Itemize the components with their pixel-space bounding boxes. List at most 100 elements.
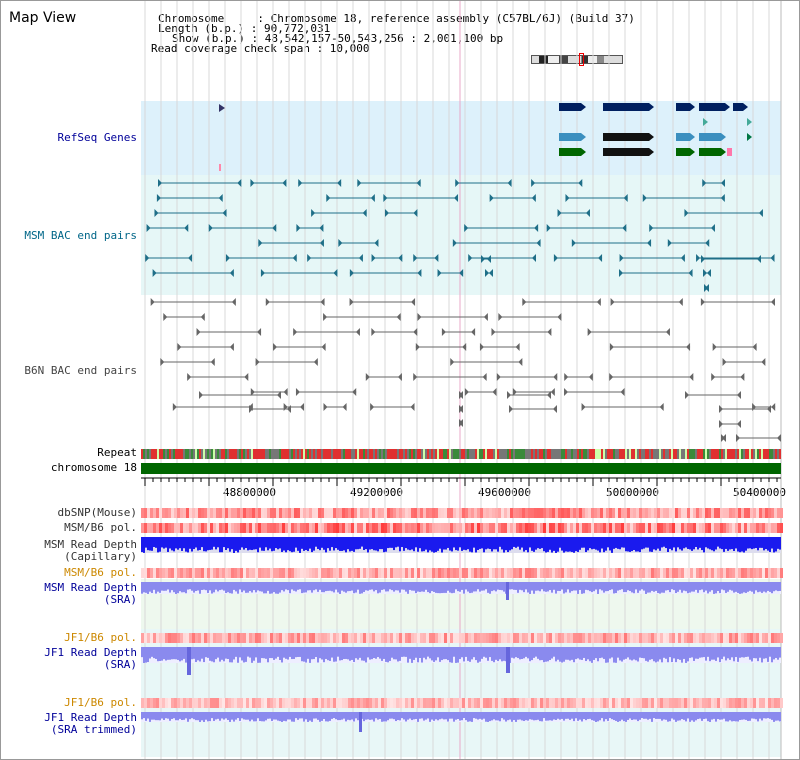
heat-cell (141, 508, 144, 518)
heat-cell (585, 523, 588, 533)
heat-cell (525, 633, 528, 643)
depth-bar (577, 712, 579, 721)
depth-bar (705, 712, 707, 719)
heat-cell (600, 633, 603, 643)
heat-cell (753, 508, 756, 518)
depth-bar (605, 712, 607, 720)
repeat-cell (695, 449, 697, 459)
track-label-msm-b6-pol[interactable]: MSM/B6 pol. (64, 521, 137, 534)
heat-cell (567, 568, 570, 578)
heat-cell (429, 508, 432, 518)
track-label-chromosome[interactable]: chromosome 18 (50, 461, 137, 474)
heat-cell (663, 633, 666, 643)
heat-cell (513, 523, 516, 533)
depth-bar (299, 647, 301, 657)
heat-cell (252, 523, 255, 533)
track-label-msm-depth-cap[interactable]: MSM Read Depth (Capillary) (1, 539, 137, 563)
repeat-cell (377, 449, 379, 459)
gene-arrow (747, 118, 752, 126)
heat-cell (348, 698, 351, 708)
bac-end (383, 194, 388, 202)
track-label-msm-bac[interactable]: MSM BAC end pairs (24, 229, 137, 242)
depth-bar (413, 537, 415, 552)
heat-cell (141, 698, 144, 708)
repeat-cell (517, 449, 519, 459)
depth-bar (663, 647, 665, 658)
repeat-cell (681, 449, 683, 459)
depth-bar (353, 537, 355, 552)
heat-cell (351, 523, 354, 533)
depth-bar (573, 647, 575, 663)
bac-end (218, 194, 223, 202)
repeat-cell (545, 449, 547, 459)
heat-cell (411, 508, 414, 518)
heat-cell (156, 523, 159, 533)
track-label-msm-b6-pol-2[interactable]: MSM/B6 pol. (64, 566, 137, 579)
depth-bar (399, 537, 401, 552)
track-label-msm-depth-sra[interactable]: MSM Read Depth (SRA) (1, 582, 137, 606)
track-label-jf1-b6-pol[interactable]: JF1/B6 pol. (64, 631, 137, 644)
heat-cell (171, 523, 174, 533)
axis-tick-label: 50400000 (733, 486, 786, 499)
track-label-refseq[interactable]: RefSeq Genes (57, 131, 137, 144)
heat-cell (627, 698, 630, 708)
heat-cell (387, 523, 390, 533)
heat-cell (606, 698, 609, 708)
depth-bar (613, 647, 615, 663)
heat-cell (456, 698, 459, 708)
depth-bar (689, 647, 691, 658)
depth-bar (639, 537, 641, 553)
repeat-cell (657, 449, 659, 459)
depth-bar (547, 647, 549, 662)
heat-cell (330, 698, 333, 708)
depth-bar (215, 712, 217, 720)
heat-cell (279, 698, 282, 708)
heat-cell (513, 568, 516, 578)
heat-cell (279, 508, 282, 518)
depth-bar (147, 647, 149, 663)
track-label-jf1-depth-trim[interactable]: JF1 Read Depth (SRA trimmed) (1, 712, 137, 736)
repeat-cell (553, 449, 555, 459)
depth-bar (739, 582, 741, 594)
heat-cell (180, 568, 183, 578)
track-label-dbsnp[interactable]: dbSNP(Mouse) (57, 506, 137, 519)
depth-bar (553, 582, 555, 590)
repeat-cell (423, 449, 425, 459)
depth-bar (263, 537, 265, 551)
chromosome-bar (141, 463, 781, 474)
track-label-b6n-bac[interactable]: B6N BAC end pairs (24, 364, 137, 377)
depth-bar (591, 582, 593, 593)
bac-end (258, 239, 263, 247)
bac-end (585, 209, 590, 217)
heat-cell (456, 568, 459, 578)
heat-cell (411, 568, 414, 578)
heat-cell (705, 508, 708, 518)
heat-cell (465, 523, 468, 533)
heat-cell (525, 523, 528, 533)
depth-bar (659, 537, 661, 551)
bac-end (758, 209, 763, 217)
depth-bar (339, 582, 341, 594)
repeat-cell (485, 449, 487, 459)
track-label-jf1-depth-sra[interactable]: JF1 Read Depth (SRA) (1, 647, 137, 671)
track-label-jf1-b6-pol-2[interactable]: JF1/B6 pol. (64, 696, 137, 709)
track-label-repeat[interactable]: Repeat (97, 446, 137, 459)
heat-cell (192, 523, 195, 533)
heat-cell (285, 523, 288, 533)
heat-cell (492, 523, 495, 533)
heat-cell (609, 508, 612, 518)
heat-cell (339, 508, 342, 518)
depth-bar (465, 537, 467, 551)
heat-cell (426, 508, 429, 518)
heat-cell (462, 698, 465, 708)
depth-bar (173, 647, 175, 660)
heat-cell (192, 698, 195, 708)
bac-end (757, 255, 761, 263)
heat-cell (234, 698, 237, 708)
repeat-cell (205, 449, 207, 459)
depth-bar (475, 582, 477, 592)
depth-bar (381, 537, 383, 550)
depth-bar (621, 582, 623, 590)
depth-bar (177, 712, 179, 721)
